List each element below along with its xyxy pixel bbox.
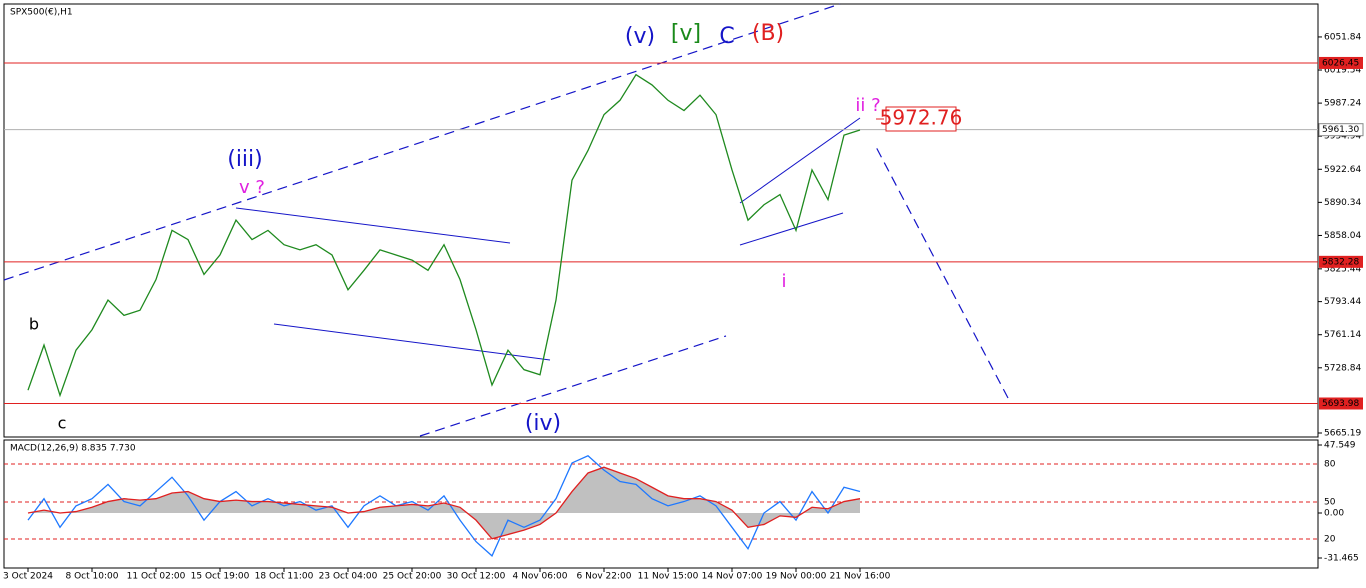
x-tick-label: 11 Oct 02:00 xyxy=(127,572,186,582)
x-tick-label: 19 Nov 00:00 xyxy=(766,572,827,582)
annotation: [v] xyxy=(671,21,701,46)
y-tick-label: 0.00 xyxy=(1324,509,1344,519)
x-tick-label: 30 Oct 12:00 xyxy=(447,572,506,582)
x-tick-label: 15 Oct 19:00 xyxy=(191,572,250,582)
y-tick-label: 20 xyxy=(1324,535,1336,545)
level-box xyxy=(1319,255,1363,268)
y-tick-label: 5858.04 xyxy=(1324,231,1361,241)
current-price-label: 5961.30 xyxy=(1322,125,1359,135)
price-line xyxy=(27,73,861,398)
level-label: 6026.45 xyxy=(1322,58,1359,68)
price-line xyxy=(27,455,861,557)
x-tick-label: 11 Nov 15:00 xyxy=(638,572,699,582)
main-panel xyxy=(3,3,1319,438)
annotation: C xyxy=(719,24,734,49)
y-tick-label: 47.549 xyxy=(1324,441,1356,451)
annotation: c xyxy=(58,414,67,433)
y-tick-label: 50 xyxy=(1324,497,1336,507)
y-tick-label: 5761.14 xyxy=(1324,330,1361,340)
annotation: (iii) xyxy=(227,147,263,172)
channel-line xyxy=(235,207,511,244)
level-box xyxy=(1319,56,1363,69)
trendlines xyxy=(3,3,1009,437)
level-label: 5832.28 xyxy=(1322,257,1359,267)
x-tick-label: 4 Nov 06:00 xyxy=(513,572,568,582)
y-tick-label: 5954.94 xyxy=(1324,132,1361,142)
y-tick-label: 5922.64 xyxy=(1324,165,1361,175)
annotation: ii ? xyxy=(855,95,880,116)
y-tick-label: 5728.84 xyxy=(1324,363,1361,373)
x-tick-label: 25 Oct 20:00 xyxy=(383,572,442,582)
annotation: 5972.76 xyxy=(880,106,963,130)
annotation: (B) xyxy=(752,21,784,46)
y-tick-label: 6019.54 xyxy=(1324,66,1361,76)
y-tick-label: 5793.44 xyxy=(1324,297,1361,307)
trendline xyxy=(3,3,841,281)
annotation: i xyxy=(781,271,786,292)
x-tick-label: 18 Oct 11:00 xyxy=(255,572,314,582)
annotation: b xyxy=(29,315,39,334)
channel-line xyxy=(739,117,861,204)
trendline xyxy=(419,335,727,437)
macd-histogram xyxy=(28,467,860,539)
chart-title: SPX500(€),H1 xyxy=(10,8,73,18)
x-tick-label: 8 Oct 10:00 xyxy=(66,572,119,582)
annotation: (v) xyxy=(625,24,655,49)
x-tick-label: 6 Nov 22:00 xyxy=(577,572,632,582)
channel-line xyxy=(739,212,844,246)
x-tick-label: 14 Nov 07:00 xyxy=(702,572,763,582)
annotation-box xyxy=(885,106,957,132)
y-tick-label: -31.465 xyxy=(1324,554,1359,564)
price-line xyxy=(27,466,861,540)
channels xyxy=(235,117,861,361)
x-tick-label: 23 Oct 04:00 xyxy=(319,572,378,582)
level-label: 5693.98 xyxy=(1322,399,1359,409)
annotation: (iv) xyxy=(525,411,561,436)
y-tick-label: 5890.34 xyxy=(1324,198,1361,208)
y-tick-label: 5987.24 xyxy=(1324,99,1361,109)
y-tick-label: 6051.84 xyxy=(1324,32,1361,42)
y-tick-label: 5665.19 xyxy=(1324,428,1361,438)
channel-line xyxy=(273,323,551,361)
x-tick-label: 21 Nov 16:00 xyxy=(830,572,891,582)
current-price-box xyxy=(1318,123,1364,137)
x-tick-label: 3 Oct 2024 xyxy=(3,572,53,582)
macd-title: MACD(12,26,9) 8.835 7.730 xyxy=(10,444,136,454)
y-tick-label: 80 xyxy=(1324,459,1336,469)
y-tick-label: 5825.44 xyxy=(1324,264,1361,274)
level-box xyxy=(1319,397,1363,410)
annotation: v ? xyxy=(239,177,265,198)
